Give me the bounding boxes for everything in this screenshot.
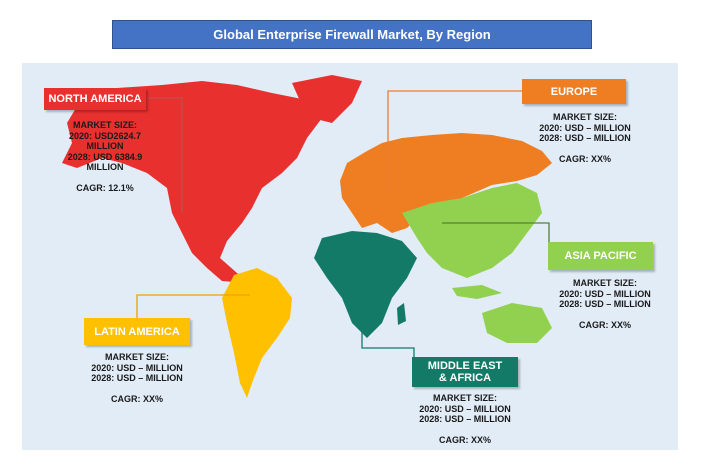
region-name-line-1: MIDDLE EAST <box>427 360 503 372</box>
chart-title: Global Enterprise Firewall Market, By Re… <box>112 20 592 49</box>
value-2028: 2028: USD – MILLION <box>559 299 651 309</box>
value-2020: 2020: USD2624.7 <box>68 130 142 141</box>
region-label-mea: MIDDLE EAST & AFRICA <box>412 357 518 387</box>
connector-latin-america <box>136 294 250 318</box>
value-2028: 2028: USD – MILLION <box>91 373 183 383</box>
value-2020: 2020: USD – MILLION <box>559 288 651 299</box>
region-name: NORTH AMERICA <box>48 93 142 105</box>
value-2028: 2028: USD 6384.9 <box>67 151 143 162</box>
cagr: CAGR: XX% <box>558 153 611 164</box>
region-label-europe: EUROPE <box>522 79 626 104</box>
market-size-label: MARKET SIZE: <box>73 120 137 130</box>
latin-america-landmass <box>222 268 292 398</box>
asia-pacific-info: MARKET SIZE: 2020: USD – MILLION 2028: U… <box>540 278 670 330</box>
latin-america-info: MARKET SIZE: 2020: USD – MILLION 2028: U… <box>72 352 202 404</box>
value-2028-unit: MILLION <box>86 162 124 172</box>
region-name: ASIA PACIFIC <box>564 250 637 262</box>
cagr: CAGR: 12.1% <box>76 182 134 193</box>
value-2020: 2020: USD – MILLION <box>419 403 511 414</box>
north-america-landmass <box>62 81 322 283</box>
connector-europe <box>387 90 522 191</box>
market-size-label: MARKET SIZE: <box>433 393 497 403</box>
value-2028: 2028: USD – MILLION <box>539 133 631 143</box>
europe-info: MARKET SIZE: 2020: USD – MILLION 2028: U… <box>520 112 650 164</box>
region-name: EUROPE <box>550 85 598 98</box>
chart-title-text: Global Enterprise Firewall Market, By Re… <box>213 27 491 42</box>
cagr: CAGR: XX% <box>578 319 631 330</box>
market-size-label: MARKET SIZE: <box>553 112 617 122</box>
madagascar-landmass <box>397 303 406 325</box>
value-2028: 2028: USD – MILLION <box>419 414 511 424</box>
connector-mea <box>361 313 415 363</box>
mea-landmass <box>314 231 417 338</box>
cagr: CAGR: XX% <box>110 393 163 404</box>
indonesia-landmass <box>452 285 502 299</box>
region-label-north-america: NORTH AMERICA <box>44 88 146 110</box>
cagr: CAGR: XX% <box>438 434 491 445</box>
value-2020-unit: MILLION <box>86 141 124 151</box>
greenland-landmass <box>292 75 362 123</box>
connector-north-america <box>147 97 183 213</box>
market-size-label: MARKET SIZE: <box>105 352 169 362</box>
region-label-asia-pacific: ASIA PACIFIC <box>548 242 653 270</box>
market-size-label: MARKET SIZE: <box>573 278 637 288</box>
asia-pacific-landmass <box>402 183 542 278</box>
region-label-latin-america: LATIN AMERICA <box>84 318 190 345</box>
value-2020: 2020: USD – MILLION <box>539 122 631 133</box>
europe-landmass <box>340 133 552 233</box>
world-map <box>62 75 552 398</box>
value-2020: 2020: USD – MILLION <box>91 362 183 373</box>
australia-landmass <box>482 303 552 343</box>
north-america-info: MARKET SIZE: 2020: USD2624.7 MILLION 202… <box>40 120 170 193</box>
mea-info: MARKET SIZE: 2020: USD – MILLION 2028: U… <box>400 393 530 445</box>
region-name-line-2: & AFRICA <box>438 372 492 384</box>
region-name: LATIN AMERICA <box>94 325 180 338</box>
